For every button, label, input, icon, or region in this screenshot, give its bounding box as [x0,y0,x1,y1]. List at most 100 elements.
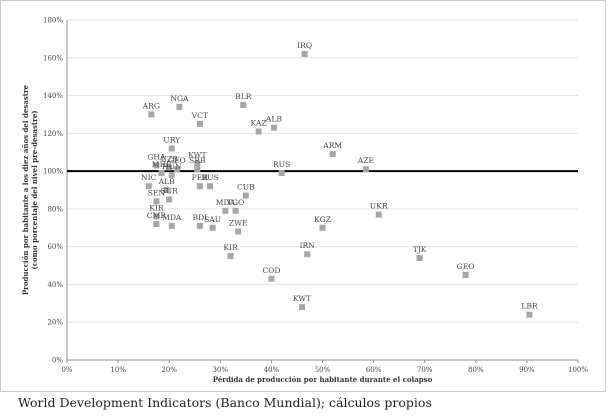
data-label: KWT [188,151,206,160]
x-tick-label: 90% [519,366,535,374]
data-label: SRB [189,156,206,165]
data-label: AZE [357,156,374,165]
data-label: MDA [216,198,236,207]
x-tick-label: 80% [468,366,484,374]
data-point [145,183,152,190]
data-point [270,124,277,131]
data-label: KIR [223,243,238,252]
x-tick-label: 70% [417,366,433,374]
x-axis-title: Pérdida de producción por habitante dura… [213,375,433,384]
data-point [416,255,423,261]
x-tick-label: 10% [110,366,126,374]
data-point [148,111,155,118]
y-tick-label: 100% [43,168,63,176]
data-point [240,102,247,108]
x-tick-label: 30% [213,366,229,374]
data-label: MDA [162,213,182,222]
y-tick-label: 120% [43,130,63,138]
data-point [235,228,242,235]
data-point [153,213,160,220]
data-label: NGA [170,94,189,103]
data-point [232,207,239,214]
data-label: IRN [299,241,315,250]
data-label: IRQ [297,41,312,50]
data-point [462,272,469,278]
x-tick-label: 100% [568,366,588,374]
y-tick-label: 40% [47,281,63,289]
y-tick-label: 180% [43,17,63,25]
data-label: ZWE [229,219,248,228]
data-point [209,224,216,231]
data-point [196,183,203,190]
data-point [166,196,173,203]
data-label: BLR [235,92,252,101]
data-point [168,171,175,178]
data-point [163,187,170,193]
grid-layer [67,19,578,323]
y-tick-label: 0% [52,357,63,365]
data-label: COD [262,266,280,275]
data-label: UZB [161,154,179,163]
data-point [319,224,326,231]
data-point [153,162,160,169]
data-label: SEN [148,188,166,197]
data-point [207,183,214,190]
x-tick-label: 20% [161,366,177,374]
data-label: ARG [142,101,160,110]
y-tick-label: 20% [47,319,63,327]
data-label: TGO [227,198,244,207]
data-label: KGZ [314,215,331,224]
axis-layer: 0% 20% 40% 60% 80% 100% 120% 140% 160% 180% 0% 10% 2… [43,17,588,375]
data-label: KIR [149,203,164,212]
data-point [168,145,175,152]
data-point [329,151,336,158]
data-label: PER [192,173,209,182]
data-label: NIC [141,173,157,182]
data-point [196,222,203,229]
data-point [526,311,533,318]
data-point [299,304,306,311]
data-label: TJK [413,245,427,254]
scatter-chart: 0% 20% 40% 60% 80% 100% 120% 140% 160% 180% 0% 10% 2… [21,17,588,385]
x-tick-label: 50% [315,366,331,374]
data-label: HUN [162,162,182,171]
data-label: KWT [293,294,311,303]
data-label: SUR [161,186,179,195]
data-point [176,103,183,110]
data-point [362,166,369,173]
y-tick-label: 160% [43,54,63,62]
data-point [194,160,201,167]
data-point [301,51,308,57]
data-point [268,275,275,282]
data-label: CUB [237,183,255,192]
data-point [222,207,229,214]
data-point [173,166,180,173]
data-label: MHL [152,160,171,169]
data-label: GEO [457,262,475,271]
data-label: RUS [273,160,290,169]
data-point [158,170,165,176]
data-point [168,222,175,229]
data-point [153,221,160,227]
y-tick-label: 60% [47,243,63,251]
data-label: BDI [193,213,208,222]
data-label: GEO [168,156,186,165]
data-label: GHA [147,152,166,161]
data-label: ALB [158,177,176,186]
x-tick-label: 0% [61,366,72,374]
y-tick-label: 80% [47,205,63,213]
data-label: VCT [191,111,208,120]
chart-frame [0,0,606,392]
data-point [196,120,203,127]
data-point [194,166,201,173]
data-point [153,198,160,205]
data-point [255,128,262,135]
data-point [227,253,234,260]
x-tick-label: 40% [264,366,280,374]
data-label: KAZ [251,118,267,127]
data-label: SAU [204,215,222,224]
data-label: LBR [521,302,538,311]
y-axis-title: (como porcentaje del nivel pre-desastre) [30,110,39,269]
y-tick-label: 140% [43,92,63,100]
